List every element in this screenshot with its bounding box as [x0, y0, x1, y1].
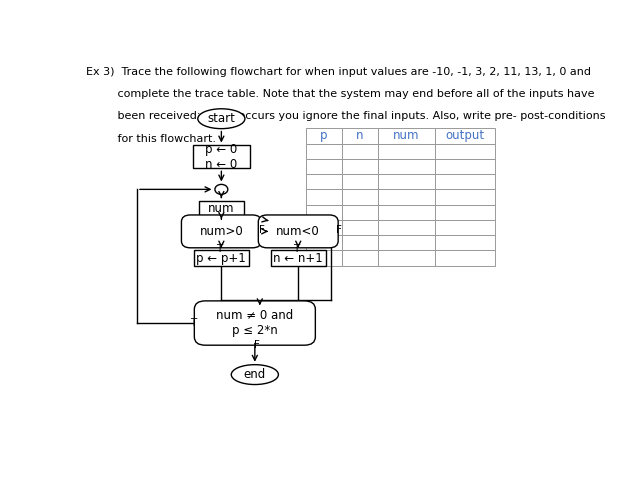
Bar: [435, 128, 495, 143]
Bar: [306, 159, 342, 174]
Text: T: T: [216, 245, 222, 254]
Bar: [378, 159, 435, 174]
Bar: [378, 128, 435, 143]
Bar: [342, 220, 378, 235]
Text: Ex 3)  Trace the following flowchart for when input values are -10, -1, 3, 2, 11: Ex 3) Trace the following flowchart for …: [86, 67, 591, 77]
Bar: [435, 159, 495, 174]
Bar: [342, 205, 378, 220]
Bar: [271, 250, 326, 266]
Bar: [435, 235, 495, 250]
Bar: [435, 143, 495, 159]
Text: been received; if this occurs you ignore the final inputs. Also, write pre- post: been received; if this occurs you ignore…: [86, 112, 605, 122]
Bar: [378, 174, 435, 189]
Bar: [194, 250, 248, 266]
Text: num<0: num<0: [276, 225, 320, 238]
Bar: [342, 174, 378, 189]
Text: F: F: [254, 340, 260, 350]
Bar: [306, 235, 342, 250]
Bar: [378, 189, 435, 205]
FancyBboxPatch shape: [195, 301, 316, 345]
Ellipse shape: [198, 109, 245, 128]
Bar: [435, 205, 495, 220]
Text: for this flowchart.: for this flowchart.: [86, 133, 216, 144]
Bar: [193, 145, 250, 168]
Bar: [342, 235, 378, 250]
Text: output: output: [445, 129, 484, 142]
FancyBboxPatch shape: [181, 215, 261, 248]
Text: F: F: [336, 225, 342, 235]
Circle shape: [215, 185, 228, 194]
Text: start: start: [207, 112, 236, 125]
Bar: [342, 128, 378, 143]
Bar: [378, 220, 435, 235]
Bar: [378, 250, 435, 266]
Bar: [378, 235, 435, 250]
Text: num>0: num>0: [200, 225, 243, 238]
Bar: [435, 250, 495, 266]
Bar: [435, 174, 495, 189]
Text: end: end: [244, 368, 266, 381]
Ellipse shape: [231, 365, 278, 384]
Text: F: F: [259, 225, 265, 235]
Text: num ≠ 0 and
p ≤ 2*n: num ≠ 0 and p ≤ 2*n: [216, 309, 294, 337]
Text: num: num: [208, 202, 235, 215]
Text: p ← 0
n ← 0: p ← 0 n ← 0: [205, 143, 237, 171]
Bar: [342, 159, 378, 174]
FancyBboxPatch shape: [259, 215, 338, 248]
Text: num: num: [394, 129, 420, 142]
Bar: [378, 205, 435, 220]
Bar: [342, 250, 378, 266]
Text: complete the trace table. Note that the system may end before all of the inputs : complete the trace table. Note that the …: [86, 89, 595, 99]
Bar: [378, 143, 435, 159]
Text: n: n: [356, 129, 364, 142]
Bar: [306, 220, 342, 235]
Text: p ← p+1: p ← p+1: [196, 251, 246, 265]
Text: T: T: [189, 318, 196, 328]
Text: T: T: [292, 245, 299, 254]
Bar: [306, 189, 342, 205]
Bar: [306, 205, 342, 220]
Bar: [306, 174, 342, 189]
Text: p: p: [320, 129, 328, 142]
Text: n ← n+1: n ← n+1: [273, 251, 323, 265]
Bar: [342, 143, 378, 159]
Bar: [435, 220, 495, 235]
Bar: [199, 201, 244, 216]
Bar: [306, 250, 342, 266]
Bar: [306, 128, 342, 143]
Bar: [435, 189, 495, 205]
Bar: [306, 143, 342, 159]
Bar: [342, 189, 378, 205]
